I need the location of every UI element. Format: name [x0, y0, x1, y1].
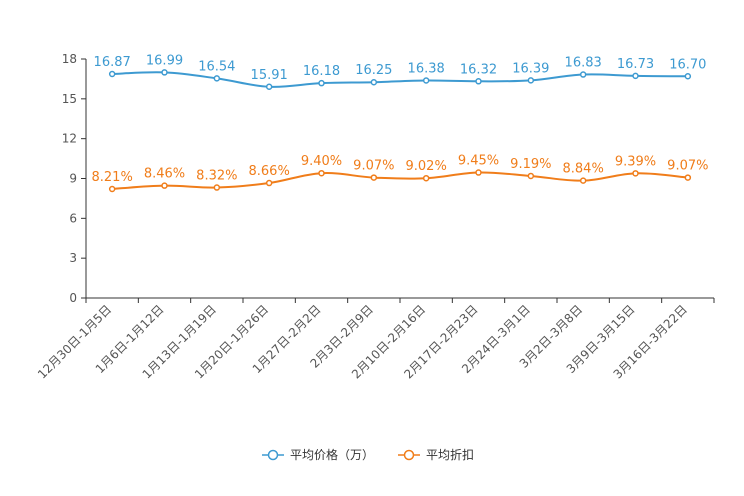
y-tick-label: 0: [69, 291, 77, 305]
data-label: 16.70: [669, 57, 706, 72]
data-point: [370, 78, 378, 86]
data-point: [579, 71, 587, 78]
data-point: [527, 172, 535, 180]
series-group: 8.21% 8.46% 8.32% 8.66% 9.40% 9.07% 9.02% 9.45%…: [92, 154, 708, 193]
data-point: [161, 182, 168, 189]
y-tick-label: 12: [62, 132, 77, 146]
data-label: 9.45%: [458, 154, 499, 169]
data-label: 16.54: [198, 59, 235, 74]
data-point: [527, 77, 535, 84]
data-label: 8.21%: [92, 170, 133, 185]
data-point: [108, 185, 116, 193]
data-point: [318, 169, 325, 177]
data-label: 16.83: [565, 56, 602, 71]
data-label: 9.39%: [615, 154, 656, 169]
series-layer: 16.87 16.99 16.54 15.91 16.18 16.25 16.38 16.32…: [92, 53, 708, 193]
data-label: 9.07%: [353, 159, 394, 174]
data-label: 8.32%: [196, 169, 237, 184]
data-label: 16.18: [303, 64, 340, 79]
data-label: 9.02%: [406, 159, 447, 174]
data-point: [265, 83, 273, 91]
data-point: [579, 177, 587, 184]
data-point: [684, 174, 692, 181]
data-point: [475, 78, 482, 85]
data-label: 16.25: [355, 63, 392, 78]
series-group: 16.87 16.99 16.54 15.91 16.18 16.25 16.38 16.32…: [94, 53, 706, 91]
data-point: [632, 170, 639, 177]
data-label: 16.32: [460, 62, 497, 77]
y-tick-label: 3: [69, 251, 77, 265]
data-label: 15.91: [251, 68, 288, 83]
y-tick-label: 6: [69, 211, 77, 225]
y-tick-label: 15: [62, 92, 77, 106]
data-point: [370, 174, 378, 181]
legend-item: 平均折扣: [398, 447, 474, 462]
data-label: 9.07%: [667, 159, 708, 174]
legend-marker: [403, 449, 415, 461]
data-label: 16.39: [512, 61, 549, 76]
y-tick-label: 18: [62, 52, 77, 66]
data-point: [422, 174, 430, 182]
data-label: 16.73: [617, 57, 654, 72]
data-point: [632, 72, 639, 80]
y-axis: 0 3 6 9 12 15 18: [62, 52, 87, 305]
legend-item: 平均价格（万）: [262, 447, 374, 462]
data-point: [213, 75, 221, 82]
data-point: [318, 79, 325, 87]
legend-label: 平均折扣: [426, 447, 474, 462]
data-label: 16.99: [146, 53, 183, 68]
data-label: 8.46%: [144, 167, 185, 182]
data-label: 16.38: [408, 62, 445, 77]
data-label: 9.40%: [301, 154, 342, 169]
x-axis: 12月30日-1月5日1月6日-1月12日1月13日-1月19日1月20日-1月…: [35, 297, 715, 382]
series-line: [112, 171, 688, 190]
data-point: [475, 169, 482, 176]
data-label: 8.84%: [563, 162, 604, 177]
series-line: [112, 71, 688, 88]
legend-marker: [267, 449, 279, 461]
data-point: [265, 179, 273, 187]
data-point: [422, 77, 430, 84]
legend-label: 平均价格（万）: [290, 447, 374, 462]
data-label: 9.19%: [510, 157, 551, 172]
data-point: [684, 73, 692, 80]
data-label: 16.87: [94, 55, 131, 70]
y-tick-label: 9: [69, 172, 77, 186]
data-point: [213, 184, 221, 191]
data-point: [161, 69, 168, 76]
data-point: [108, 70, 116, 78]
data-label: 8.66%: [249, 164, 290, 179]
legend: 平均价格（万） 平均折扣: [262, 447, 474, 462]
